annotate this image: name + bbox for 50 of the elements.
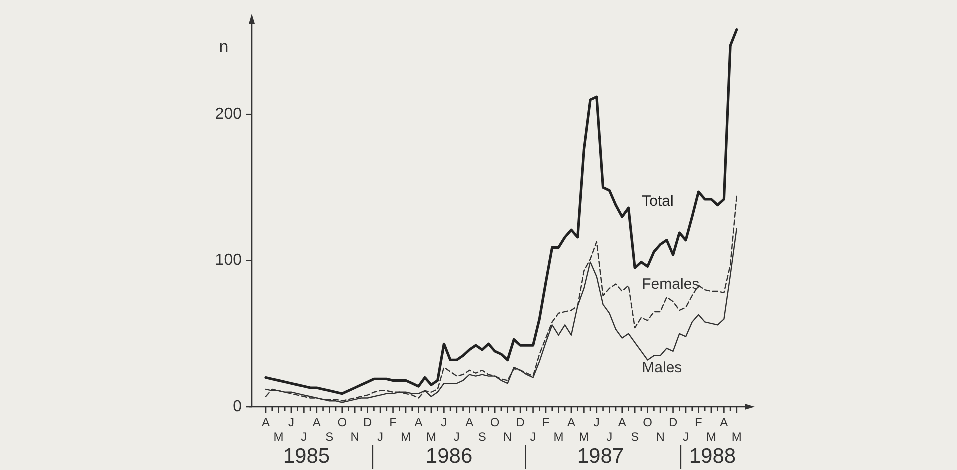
x-tick-label: O [338, 416, 348, 430]
x-tick-label: N [503, 430, 512, 444]
x-tick-label: J [683, 430, 689, 444]
y-tick-label: 0 [233, 398, 242, 416]
line-series [265, 196, 738, 402]
y-axis-title: n [219, 37, 229, 56]
x-tick-label: J [301, 430, 308, 444]
x-tick-label: A [466, 416, 474, 430]
x-tick-label: J [441, 416, 448, 430]
x-tick-label: J [378, 430, 384, 444]
x-tick-label: D [363, 416, 372, 430]
x-tick-label: N [350, 430, 360, 444]
x-tick-label: F [695, 416, 702, 430]
series-label: Females [642, 276, 700, 294]
x-tick-label: F [542, 416, 550, 430]
x-tick-label: S [478, 430, 486, 444]
x-tick-label: M [732, 430, 742, 444]
x-tick-label: J [606, 430, 613, 444]
x-tick-label: M [401, 430, 411, 444]
x-tick-label: O [490, 416, 500, 430]
x-tick-label: D [516, 416, 526, 430]
x-tick-label: D [668, 416, 678, 430]
x-tick-label: S [326, 430, 334, 444]
x-tick-label: M [554, 430, 564, 444]
x-tick-label: A [618, 416, 626, 430]
x-tick-label: M [579, 430, 590, 444]
series-label: Total [642, 192, 674, 210]
text: 1986 [426, 444, 473, 468]
x-tick-label: J [288, 416, 294, 430]
x-tick-label: A [262, 416, 270, 430]
x-tick-label: S [631, 430, 640, 444]
x-tick-label: F [390, 416, 397, 430]
y-tick-label: 100 [215, 252, 242, 270]
y-tick-label: 200 [215, 106, 242, 124]
x-tick-label: N [656, 430, 665, 444]
x-tick-label: M [274, 430, 284, 444]
text: 1987 [577, 444, 624, 468]
x-tick-label: J [594, 416, 600, 430]
x-tick-label: A [312, 416, 321, 430]
x-tick-label: J [454, 430, 460, 444]
x-tick-label: M [706, 430, 716, 444]
x-tick-label: J [530, 430, 536, 444]
x-tick-label: M [426, 430, 436, 444]
series-label: Males [642, 359, 682, 376]
x-tick-label: O [643, 416, 652, 430]
text: 1985 [283, 444, 330, 468]
x-tick-label: A [720, 416, 728, 430]
x-tick-label: A [567, 416, 576, 430]
text: 1988 [689, 444, 736, 468]
x-tick-label: A [414, 416, 423, 430]
